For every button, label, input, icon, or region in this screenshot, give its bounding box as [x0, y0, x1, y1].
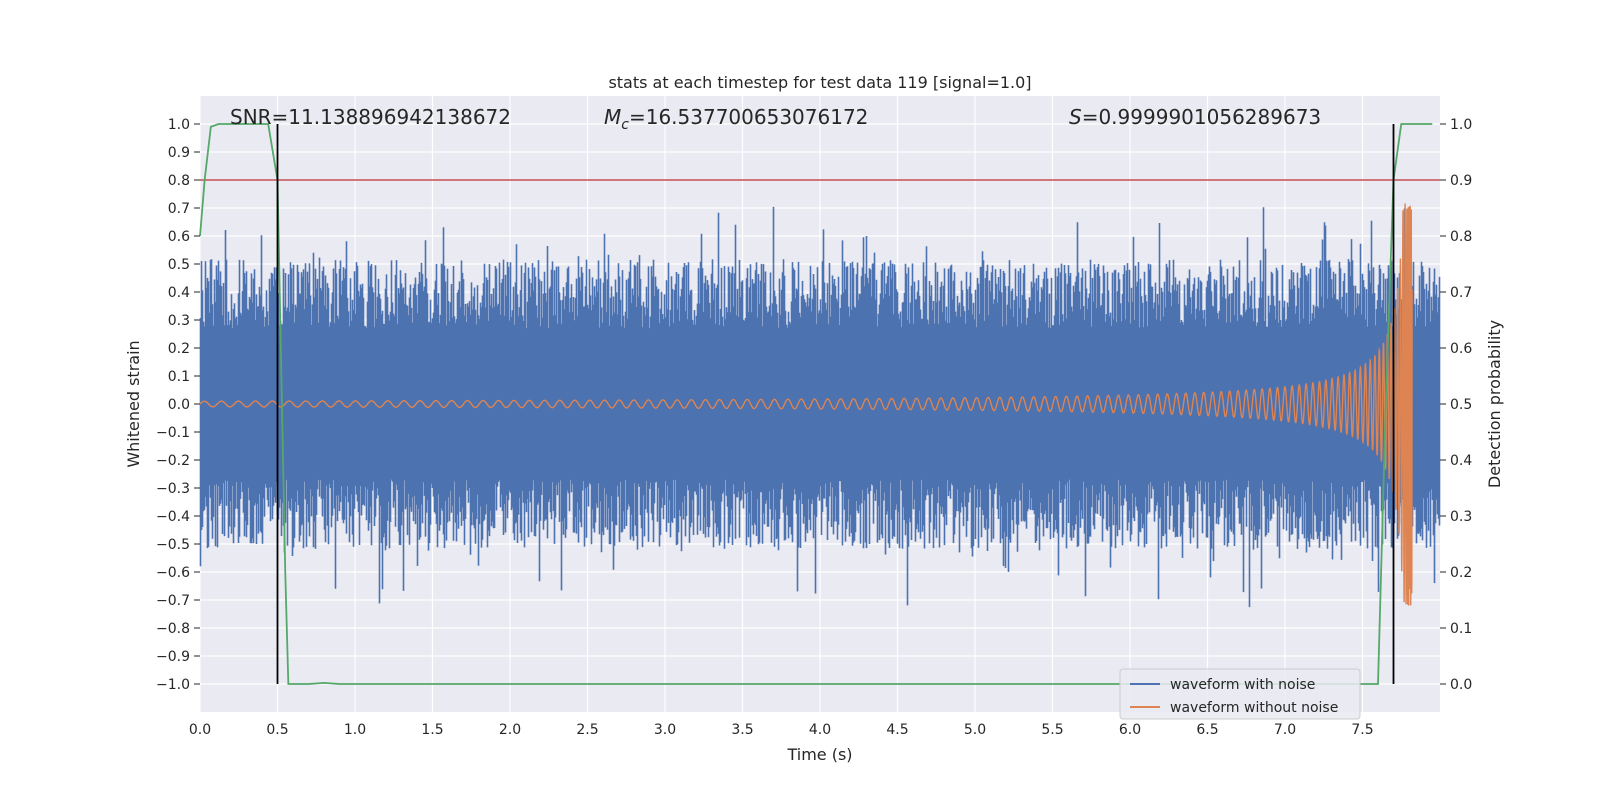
y-right-tick-label: 0.1	[1450, 621, 1472, 637]
series-layer	[199, 123, 1441, 685]
x-tick-label: 5.5	[1041, 722, 1063, 738]
y-tick-label: 0.4	[168, 285, 190, 301]
chirp-mass-subscript: c	[621, 117, 629, 133]
chirp-mass-annotation: Mc=16.537700653076172	[604, 105, 868, 133]
x-tick-label: 6.5	[1196, 722, 1218, 738]
x-tick-label: 4.0	[809, 722, 831, 738]
y-right-tick-label: 0.8	[1450, 229, 1472, 245]
snr-annotation: SNR=11.138896942138672	[230, 105, 511, 129]
y-tick-label: −0.1	[156, 425, 190, 441]
y-right-tick-label: 0.2	[1450, 565, 1472, 581]
y-tick-label: 0.1	[168, 369, 190, 385]
x-tick-label: 2.5	[576, 722, 598, 738]
y-tick-label: −0.7	[156, 593, 190, 609]
x-tick-label: 7.5	[1351, 722, 1373, 738]
series-waveform-without-noise	[199, 203, 1413, 606]
x-tick-label: 1.0	[344, 722, 366, 738]
y-tick-label: −0.2	[156, 453, 190, 469]
x-tick-label: 0.5	[266, 722, 288, 738]
x-tick-label: 0.0	[189, 722, 211, 738]
y-tick-label: 0.7	[168, 201, 190, 217]
y-right-tick-label: 0.0	[1450, 677, 1472, 693]
y-tick-label: 0.6	[168, 229, 190, 245]
y-tick-label: −0.8	[156, 621, 190, 637]
y-tick-label: 0.5	[168, 257, 190, 273]
y-tick-label: 0.9	[168, 145, 190, 161]
y-tick-label: 1.0	[168, 117, 190, 133]
legend-box	[1119, 668, 1361, 720]
x-tick-label: 7.0	[1274, 722, 1296, 738]
chart-title: stats at each timestep for test data 119…	[608, 73, 1031, 92]
y-right-tick-label: 0.7	[1450, 285, 1472, 301]
y-tick-label: −1.0	[156, 677, 190, 693]
y-right-tick-label: 1.0	[1450, 117, 1472, 133]
y-tick-label: −0.6	[156, 565, 190, 581]
x-tick-label: 3.0	[654, 722, 676, 738]
y-tick-label: 0.0	[168, 397, 190, 413]
y-right-tick-label: 0.6	[1450, 341, 1472, 357]
series-detection-probability	[199, 123, 1433, 685]
y-right-tick-label: 0.9	[1450, 173, 1472, 189]
x-tick-label: 5.0	[964, 722, 986, 738]
x-tick-label: 6.0	[1119, 722, 1141, 738]
y-axis-label: Whitened strain	[124, 340, 143, 467]
score-annotation: S=0.9999901056289673	[1069, 105, 1321, 129]
y-right-tick-label: 0.5	[1450, 397, 1472, 413]
y-tick-label: −0.4	[156, 509, 190, 525]
x-tick-label: 4.5	[886, 722, 908, 738]
y-axis-right-label: Detection probability	[1485, 320, 1504, 488]
y-tick-label: 0.8	[168, 173, 190, 189]
x-tick-label: 2.0	[499, 722, 521, 738]
x-tick-label: 1.5	[421, 722, 443, 738]
legend-label-waveform-without-noise: waveform without noise	[1170, 700, 1338, 716]
axes: 0.0 0.5 1.0 1.5 2.0 2.5 3.0 3.5 4.0 4.5 5.0 5.5 6.0 6…	[156, 117, 1472, 738]
chirp-mass-value: =16.537700653076172	[629, 105, 868, 129]
legend-label-waveform-with-noise: waveform with noise	[1170, 677, 1315, 693]
y-right-tick-label: 0.3	[1450, 509, 1472, 525]
y-tick-label: −0.3	[156, 481, 190, 497]
y-tick-label: −0.9	[156, 649, 190, 665]
score-symbol: S	[1069, 105, 1082, 129]
score-value: =0.9999901056289673	[1082, 105, 1321, 129]
y-tick-label: 0.3	[168, 313, 190, 329]
y-tick-label: 0.2	[168, 341, 190, 357]
chirp-mass-symbol: M	[604, 105, 621, 129]
x-axis-label: Time (s)	[786, 745, 852, 764]
y-tick-label: −0.5	[156, 537, 190, 553]
legend: waveform with noise waveform without noi…	[1119, 668, 1361, 720]
x-tick-label: 3.5	[731, 722, 753, 738]
y-right-tick-label: 0.4	[1450, 453, 1472, 469]
